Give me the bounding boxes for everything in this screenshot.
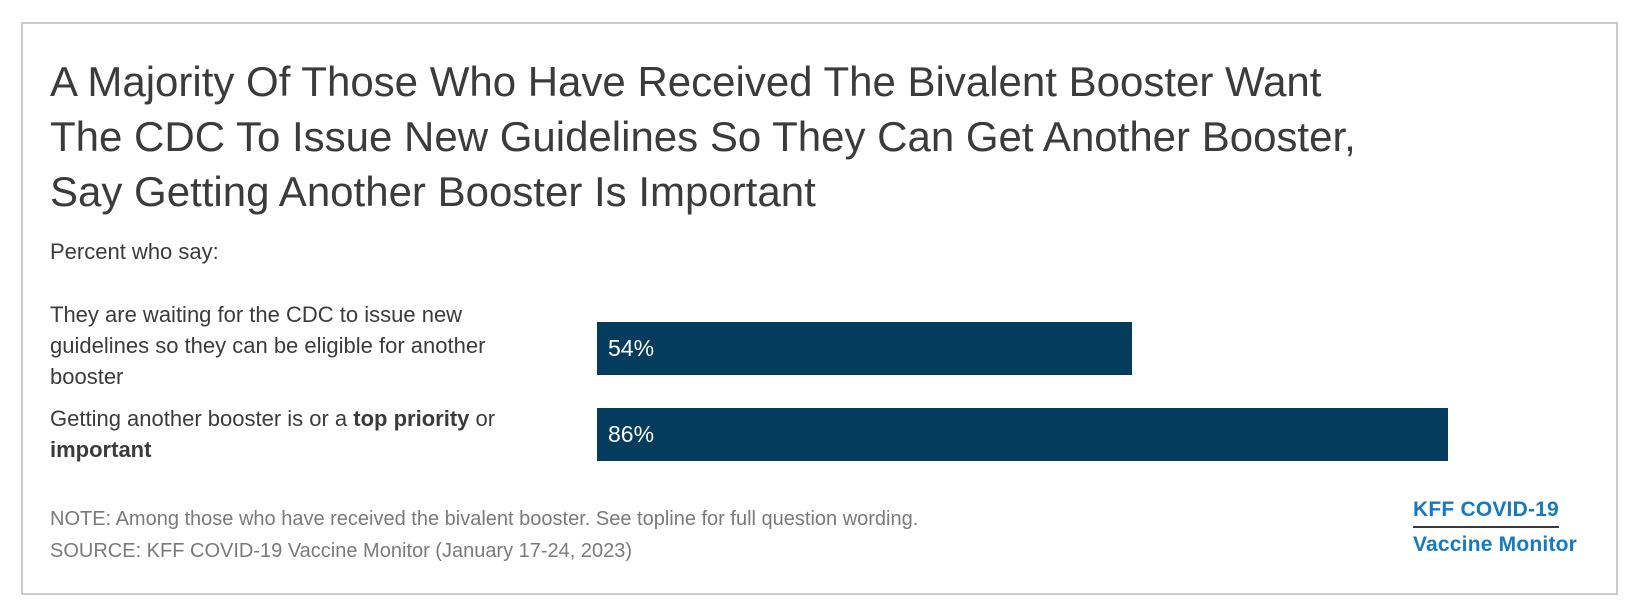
- note-text: NOTE: Among those who have received the …: [50, 508, 919, 530]
- chart-title-line-2: The CDC To Issue New Guidelines So They …: [50, 113, 1356, 160]
- kff-logo-line-1: KFF COVID-19: [1413, 499, 1559, 528]
- bar-category-label-1-line-3: booster: [50, 364, 124, 389]
- chart-title-line-3: Say Getting Another Booster Is Important: [50, 168, 816, 215]
- bar-waiting-for-cdc: 54%: [597, 322, 1132, 375]
- bar-category-label-1-line-2: guidelines so they can be eligible for a…: [50, 333, 486, 358]
- label-2-bold-top-priority: top priority: [353, 406, 470, 431]
- bar-category-label-2: Getting another booster is or a top prio…: [50, 403, 495, 465]
- chart-frame-border: [21, 22, 1618, 595]
- bar-category-label-2-line-1: Getting another booster is or a top prio…: [50, 403, 495, 434]
- chart-title: A Majority Of Those Who Have Received Th…: [50, 54, 1356, 219]
- chart-subtitle: Percent who say:: [50, 239, 219, 264]
- footnotes: NOTE: Among those who have received the …: [50, 503, 918, 567]
- chart-title-line-1: A Majority Of Those Who Have Received Th…: [50, 58, 1322, 105]
- label-2-text-or: or: [469, 406, 496, 431]
- bar-category-label-1-line-1: They are waiting for the CDC to issue ne…: [50, 302, 463, 327]
- source-text: SOURCE: KFF COVID-19 Vaccine Monitor (Ja…: [50, 540, 633, 562]
- bar-value-label-1: 54%: [608, 335, 655, 361]
- bar-category-label-1: They are waiting for the CDC to issue ne…: [50, 299, 485, 392]
- kff-vaccine-monitor-logo: KFF COVID-19 Vaccine Monitor: [1413, 498, 1577, 555]
- bar-value-label-2: 86%: [608, 421, 655, 447]
- label-2-bold-important: important: [50, 437, 152, 462]
- label-2-text: Getting another booster is or a: [50, 406, 354, 431]
- bar-booster-important: 86%: [597, 408, 1448, 461]
- kff-logo-line-2: Vaccine Monitor: [1413, 533, 1578, 556]
- bar-category-label-2-line-2: important: [50, 434, 495, 465]
